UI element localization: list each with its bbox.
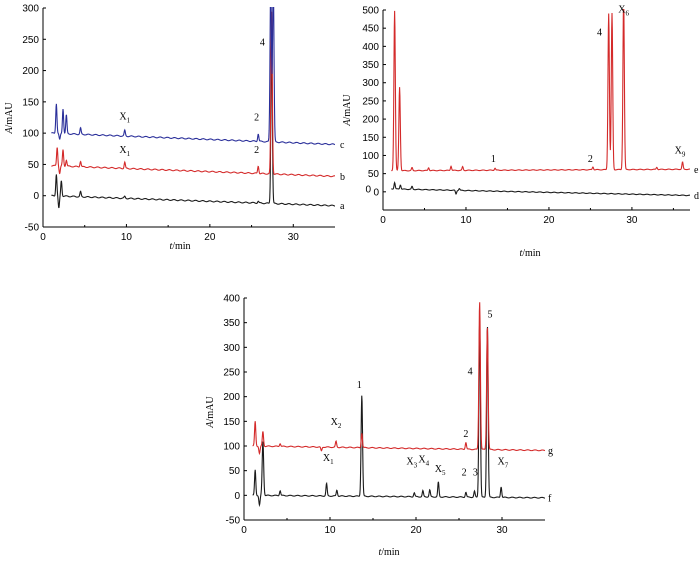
- peak-label: 4: [260, 38, 265, 49]
- y-tick-label: 0: [234, 491, 240, 502]
- y-tick-label: 150: [362, 133, 379, 144]
- y-tick-label: 350: [223, 318, 240, 329]
- x-tick-label: 20: [410, 525, 422, 536]
- peak-label: 4: [468, 366, 473, 377]
- x-axis-label: t/min: [378, 547, 399, 558]
- peak-label: X9: [675, 145, 686, 158]
- y-tick-label: 100: [362, 151, 379, 162]
- y-axis-label: A/mAU: [205, 396, 216, 429]
- y-tick-label: 450: [362, 24, 379, 35]
- x-tick-label: 0: [241, 525, 247, 536]
- y-tick-label: 50: [368, 169, 380, 180]
- y-tick-label: 500: [362, 6, 379, 17]
- trace-label-c: c: [340, 140, 345, 151]
- trace-label-f: f: [548, 493, 552, 504]
- trace-label-g: g: [548, 446, 553, 457]
- peak-label: X2: [331, 417, 342, 430]
- y-tick-label: 350: [362, 60, 379, 71]
- y-tick-label: 150: [223, 417, 240, 428]
- peak-label: 2: [254, 113, 259, 124]
- y-tick-label: 400: [223, 294, 240, 305]
- peak-label: X1: [119, 145, 130, 158]
- y-tick-label: 300: [223, 343, 240, 354]
- y-tick-label: 250: [223, 368, 240, 379]
- y-tick-label: 400: [362, 42, 379, 53]
- peak-label: 5: [487, 310, 492, 321]
- x-tick-label: 20: [543, 215, 555, 226]
- y-axis-label: A/mAU: [4, 102, 15, 135]
- y-tick-label: 200: [22, 66, 39, 77]
- peak-label: 2: [588, 154, 593, 165]
- peak-label: X4: [418, 454, 429, 467]
- trace-c: [51, 7, 335, 146]
- peak-label: X1: [119, 111, 130, 124]
- trace-b: [51, 11, 335, 178]
- peak-label: X6: [618, 5, 629, 18]
- trace-label-a: a: [340, 201, 345, 212]
- x-axis-label: t/min: [519, 248, 540, 259]
- x-tick-label: 10: [324, 525, 336, 536]
- trace-a: [51, 41, 335, 209]
- y-tick-label: -50: [25, 223, 40, 234]
- x-tick-label: 10: [121, 232, 133, 243]
- peak-label: 1: [491, 154, 496, 165]
- peak-label: X7: [497, 457, 508, 470]
- peak-label: 2: [254, 145, 259, 156]
- y-tick-label: 150: [22, 97, 39, 108]
- y-tick-label: 50: [28, 160, 40, 171]
- peak-label: 1: [357, 380, 362, 391]
- y-tick-label: 200: [223, 392, 240, 403]
- y-tick-label: 250: [22, 35, 39, 46]
- trace-d: [391, 180, 690, 197]
- trace-zero-label: 0: [365, 184, 371, 195]
- trace-label-b: b: [340, 172, 345, 183]
- y-tick-label: 0: [373, 187, 379, 198]
- trace-label-d: d: [694, 191, 699, 202]
- peak-label: 2: [463, 429, 468, 440]
- y-tick-label: 100: [223, 442, 240, 453]
- x-tick-label: 0: [380, 215, 386, 226]
- trace-label-e: e: [694, 165, 699, 176]
- x-tick-label: 30: [288, 232, 300, 243]
- y-tick-label: 250: [362, 96, 379, 107]
- x-tick-label: 0: [40, 232, 46, 243]
- y-tick-label: 100: [22, 129, 39, 140]
- peak-label: X5: [435, 464, 446, 477]
- peak-label: X1: [323, 453, 334, 466]
- x-tick-label: 20: [204, 232, 216, 243]
- y-tick-label: 300: [362, 78, 379, 89]
- y-tick-label: -50: [226, 516, 241, 527]
- peak-label: 3: [473, 468, 478, 479]
- x-tick-label: 10: [460, 215, 472, 226]
- x-tick-label: 30: [496, 525, 508, 536]
- trace-g: [252, 302, 545, 456]
- y-tick-label: 200: [362, 115, 379, 126]
- peak-label: X3: [406, 457, 417, 470]
- trace-e: [391, 9, 690, 172]
- x-axis-label: t/min: [169, 241, 190, 252]
- y-tick-label: 300: [22, 4, 39, 15]
- trace-f: [252, 320, 545, 508]
- peak-label: 2: [462, 468, 467, 479]
- peak-label: 4: [597, 27, 602, 38]
- y-tick-label: 0: [33, 191, 39, 202]
- x-tick-label: 30: [626, 215, 638, 226]
- y-tick-label: 50: [229, 466, 241, 477]
- y-axis-label: A/mAU: [342, 94, 353, 127]
